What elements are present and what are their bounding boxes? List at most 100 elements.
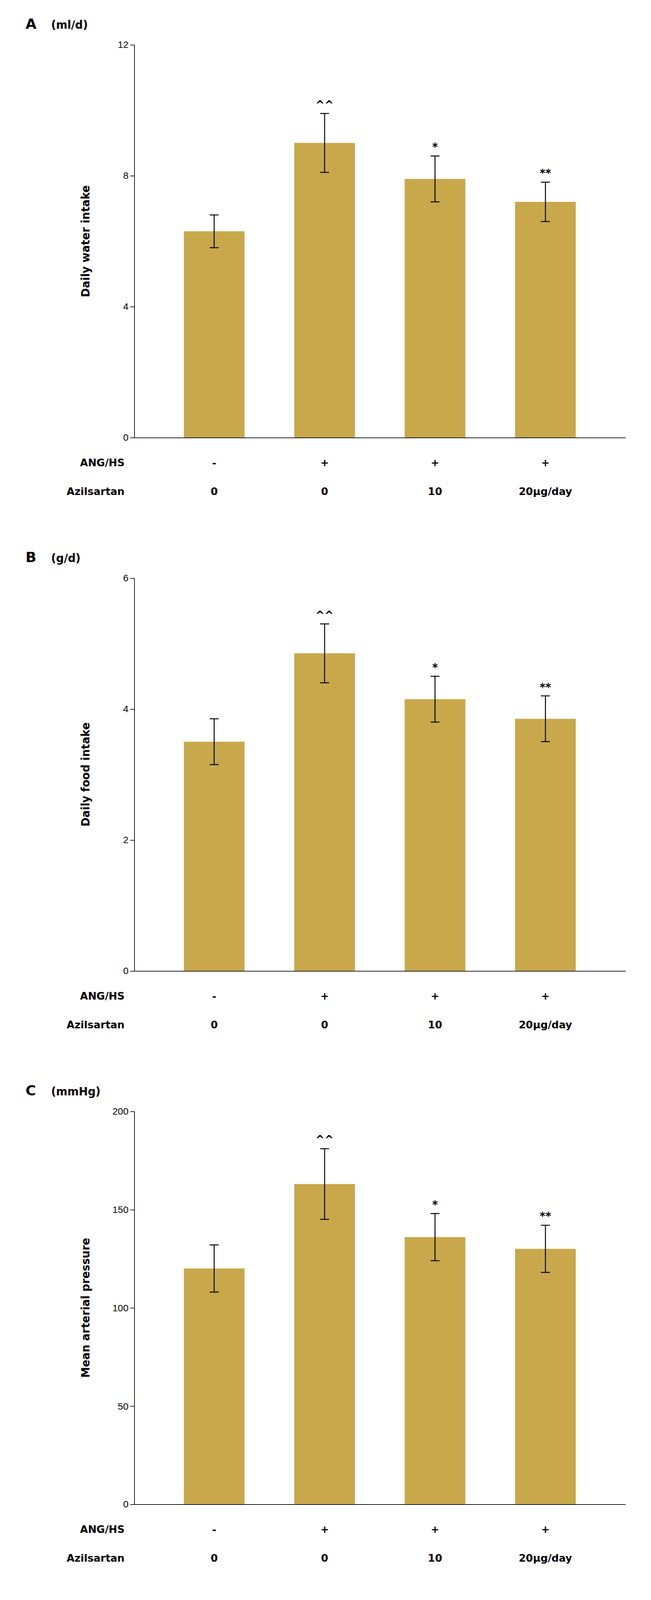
bar [514,201,576,438]
y-axis-title: Daily water intake [79,185,92,298]
x-row-value: + [541,990,550,1003]
x-axis-line [134,1504,627,1506]
x-row-label: Azilsartan [66,1552,125,1565]
x-row-label: Azilsartan [66,1018,125,1032]
annotation: ^^ [315,98,335,112]
y-tick-label: 0 [123,965,129,977]
y-tick: 8 [123,169,135,181]
x-axis-line [134,437,627,439]
x-row-value: - [212,456,217,469]
y-tick-mark [130,709,135,710]
x-row-value: - [212,1523,217,1536]
error-bar-line [209,247,219,249]
y-tick: 50 [117,1401,135,1412]
annotation: * [431,140,438,154]
y-tick-mark [130,578,135,579]
y-axis-line [130,1112,135,1506]
panel-label: C [25,1082,36,1099]
y-tick-mark [130,1308,135,1310]
annotation: * [431,1198,438,1212]
y-tick-mark [130,306,135,308]
y-axis: 0 50 100 150 200 [112,1105,135,1510]
y-tick: 0 [123,1498,135,1510]
y-tick: 150 [112,1204,135,1216]
x-row-value: 10 [428,1552,443,1565]
error-bar-line [323,624,326,683]
y-tick: 12 [117,38,135,50]
x-row-value: + [430,1523,439,1536]
bar [294,653,356,972]
plot-area [183,113,576,438]
y-axis-title: Daily food intake [79,722,92,827]
error-bar-line [323,113,326,173]
error-bar-line [209,214,219,216]
y-tick-label: 100 [112,1302,129,1314]
error-bar-line [320,171,330,174]
figure: 04812^^***Daily water intakeA(ml/d)ANG/H… [0,0,651,1600]
error-bar-line [320,113,330,115]
error-bar-line [320,1148,330,1150]
error-bar-line [214,215,216,248]
x-axis [134,971,627,972]
y-tick-mark [130,1210,135,1211]
error-bar-line [430,721,440,724]
y-tick-label: 2 [123,834,129,846]
y-axis-line [130,578,135,972]
x-axis [134,437,627,439]
error-bar-line [430,1260,440,1262]
x-row-value: 0 [321,1552,329,1565]
y-tick: 0 [123,431,135,443]
bar [183,741,245,972]
y-tick: 0 [123,965,135,977]
x-row-value: + [320,456,329,469]
error-bar-line [320,1218,330,1221]
x-row-value: + [430,456,439,469]
x-row-label: ANG/HS [79,990,125,1003]
error-bar [320,113,330,173]
panel: 04812^^***Daily water intakeA(ml/d)ANG/H… [25,15,627,498]
y-axis-line [130,45,135,439]
x-axis-line [134,971,627,972]
error-bar-line [541,182,551,184]
panel: 0246^^***Daily food intakeB(g/d)ANG/HS-+… [25,549,627,1032]
error-bar-line [323,1148,326,1220]
x-row-value: - [212,990,217,1003]
y-axis: 0 4 8 12 [117,38,135,443]
x-row-value: + [430,990,439,1003]
panel-label: B [25,549,37,566]
y-tick: 2 [123,834,135,846]
x-row-value: 10 [428,485,443,498]
x-row-value: + [541,456,550,469]
annotation: ** [539,681,552,694]
panel-label: A [25,15,37,32]
x-row-label: Azilsartan [66,485,125,498]
annotation: ** [539,1210,552,1223]
error-bar [209,1245,219,1293]
y-axis-title: Mean arterial pressure [79,1238,92,1379]
x-row-value: 0 [210,1552,218,1565]
error-bar-line [320,623,330,625]
error-bar-line [434,155,436,202]
error-bar-line [209,1244,219,1246]
error-bar-line [544,1225,547,1273]
bar [404,699,466,972]
x-row-value: 20μg/day [518,1552,573,1565]
error-bar-line [214,1245,216,1293]
y-tick: 4 [123,300,135,312]
bar [183,1268,245,1505]
y-tick-mark [130,437,135,439]
error-bar-line [544,182,547,222]
y-tick-label: 6 [123,572,129,584]
error-bar-line [541,741,551,743]
x-row-value: + [541,1523,550,1536]
error-bar-line [541,1271,551,1274]
error-bar [209,215,219,248]
error-bar-line [541,695,551,697]
y-tick-label: 50 [117,1401,129,1412]
y-tick-label: 200 [112,1105,129,1117]
error-bar-line [430,1213,440,1215]
x-row-value: 10 [428,1018,443,1032]
y-axis: 0246 [123,572,135,977]
error-bar-line [430,155,440,158]
bar [514,718,576,972]
